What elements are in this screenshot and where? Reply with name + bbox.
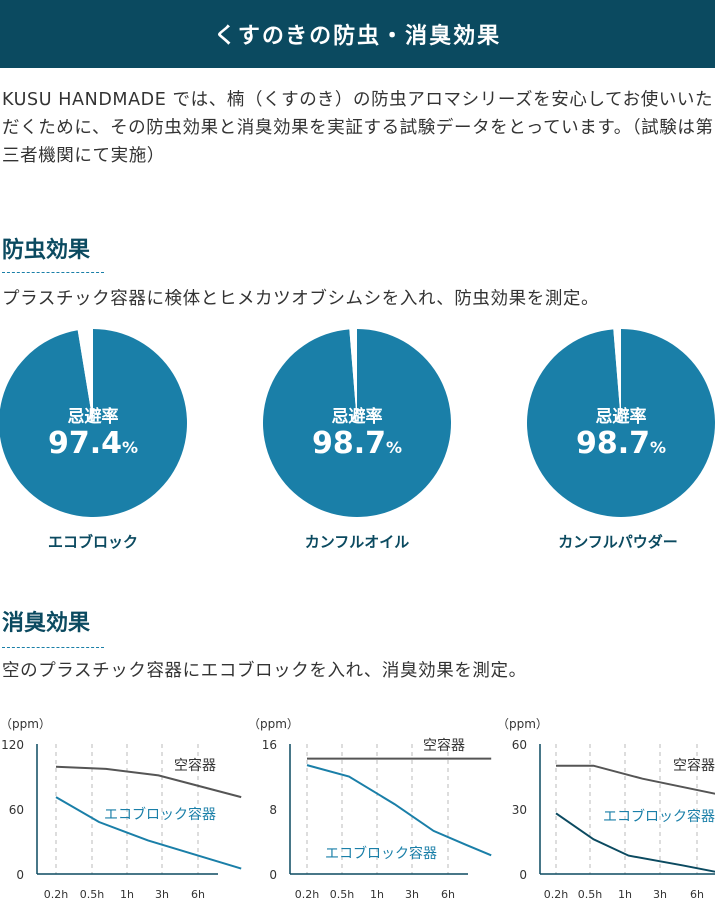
series-label: 空容器 <box>673 757 715 774</box>
pie-rest-slice <box>613 329 621 423</box>
pie-value-number: 98.7 <box>575 426 650 461</box>
x-tick-label: 0.2h <box>44 888 68 901</box>
insect-section-title: 防虫効果 <box>2 238 91 263</box>
deodor-description: 空のプラスチック容器にエコブロックを入れ、消臭効果を測定。 <box>2 661 527 681</box>
x-tick-label: 1h <box>618 888 632 901</box>
page-title: くすのきの防虫・消臭効果 <box>213 24 502 49</box>
insect-description: プラスチック容器に検体とヒメカツオブシムシを入れ、防虫効果を測定。 <box>2 289 600 309</box>
pie-value-unit: % <box>650 438 667 457</box>
x-tick-label: 0.5h <box>330 888 354 901</box>
y-tick-label: 60 <box>512 738 527 752</box>
y-unit-label: （ppm） <box>0 717 51 731</box>
series-label: 空容器 <box>174 757 216 774</box>
y-tick-label: 0 <box>16 868 24 882</box>
x-tick-label: 0.2h <box>544 888 568 901</box>
x-tick-label: 0.2h <box>295 888 319 901</box>
x-tick-label: 0.5h <box>578 888 602 901</box>
series-line <box>556 764 715 795</box>
y-unit-label: （ppm） <box>497 717 548 731</box>
series-label: エコブロック容器 <box>104 806 216 823</box>
pie-label-camphor-powder: カンフルパウダー <box>558 533 678 551</box>
pie-value-unit: % <box>386 438 403 457</box>
pie-svg <box>263 329 451 517</box>
pie-chart-camphor-powder: 忌避率 98.7% <box>526 328 715 518</box>
pie-rest-slice <box>349 329 357 423</box>
x-tick-label: 6h <box>191 888 205 901</box>
pie-value-slice <box>0 329 187 517</box>
y-tick-label: 0 <box>269 868 277 882</box>
x-tick-label: 3h <box>405 888 419 901</box>
pie-label-ecoblock: エコブロック <box>47 533 138 551</box>
x-tick-label: 3h <box>155 888 169 901</box>
x-tick-label: 6h <box>690 888 704 901</box>
pie-caption: 忌避率 <box>67 407 119 427</box>
y-tick-label: 60 <box>9 803 24 817</box>
series-line <box>555 812 715 873</box>
pie-svg <box>527 329 715 517</box>
page-header: くすのきの防虫・消臭効果 <box>0 0 715 68</box>
pie-value-unit: % <box>122 438 139 457</box>
pie-value: 98.7% <box>262 426 452 461</box>
pie-label-camphor-oil: カンフルオイル <box>304 533 410 551</box>
y-tick-label: 0 <box>519 868 527 882</box>
x-tick-label: 1h <box>370 888 384 901</box>
deodor-section-title: 消臭効果 <box>2 611 91 636</box>
y-tick-label: 8 <box>269 803 277 817</box>
y-unit-label: （ppm） <box>248 717 299 731</box>
y-tick-label: 16 <box>262 738 277 752</box>
series-line <box>55 796 242 870</box>
pie-chart-ecoblock: 忌避率 97.4% <box>0 328 188 518</box>
intro-text: KUSU HANDMADE では、楠（くすのき）の防虫アロマシリーズを安心してお… <box>2 90 714 166</box>
x-tick-label: 3h <box>653 888 667 901</box>
series-label: エコブロック容器 <box>325 845 437 862</box>
y-tick-label: 120 <box>1 738 24 752</box>
pie-chart-camphor-oil: 忌避率 98.7% <box>262 328 452 518</box>
y-tick-label: 30 <box>512 803 527 817</box>
pie-value-number: 98.7 <box>311 426 386 461</box>
x-tick-label: 0.5h <box>80 888 104 901</box>
series-line <box>306 764 492 857</box>
deodor-title-divider <box>2 647 104 648</box>
x-tick-label: 1h <box>120 888 134 901</box>
series-line <box>55 765 242 799</box>
pie-value-number: 97.4 <box>47 426 122 461</box>
series-label: 空容器 <box>423 737 465 754</box>
pie-value: 97.4% <box>0 426 188 461</box>
pie-svg <box>0 329 187 517</box>
pie-caption: 忌避率 <box>595 407 647 427</box>
pie-rest-slice <box>77 329 93 423</box>
series-label: エコブロック容器 <box>603 808 715 825</box>
pie-value: 98.7% <box>526 426 715 461</box>
pie-caption: 忌避率 <box>331 407 383 427</box>
insect-title-divider <box>2 272 104 273</box>
x-tick-label: 6h <box>441 888 455 901</box>
